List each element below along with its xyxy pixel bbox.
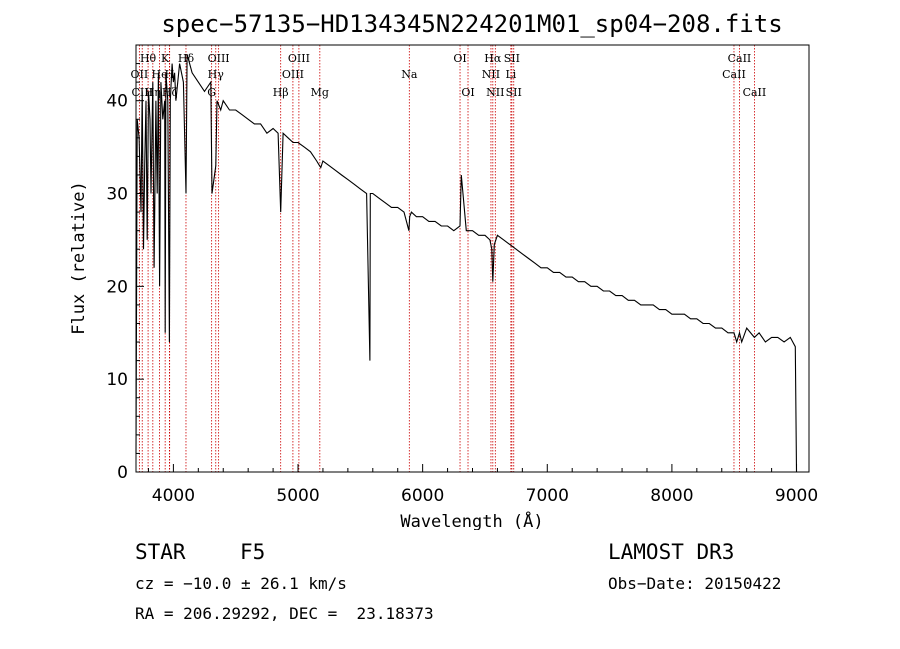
line-label: Hθ xyxy=(140,52,157,65)
line-label: NII xyxy=(486,86,504,99)
spectrum-line xyxy=(135,54,798,473)
y-tick-label: 40 xyxy=(106,92,128,112)
line-label: SII xyxy=(504,52,520,65)
observation-date: Obs−Date: 20150422 xyxy=(608,574,782,593)
spectral-subclass: F5 xyxy=(240,540,266,564)
line-label: Na xyxy=(401,68,418,81)
line-label: Hδ xyxy=(178,52,195,65)
x-tick-label: 9000 xyxy=(775,486,818,506)
x-tick-label: 5000 xyxy=(276,486,319,506)
line-label: H xyxy=(165,68,175,81)
line-label: Li xyxy=(505,68,516,81)
line-label: Hγ xyxy=(208,68,225,81)
chart-title: spec−57135−HD134345N224201M01_sp04−208.f… xyxy=(161,10,782,38)
line-label: He xyxy=(152,68,168,81)
object-class: STAR xyxy=(135,540,186,564)
y-tick-label: 0 xyxy=(117,463,128,483)
line-label: OIII xyxy=(282,68,304,81)
line-markers xyxy=(138,45,755,472)
y-axis: 0 10 20 30 40 xyxy=(106,63,144,483)
line-label: OIII xyxy=(208,52,230,65)
line-label: CaII xyxy=(743,86,767,99)
line-label: K xyxy=(161,52,170,65)
line-label: Hβ xyxy=(273,86,289,99)
survey-name: LAMOST DR3 xyxy=(608,540,735,564)
x-axis-label: Wavelength (Å) xyxy=(400,510,543,530)
line-label: Hα xyxy=(484,52,502,65)
line-label: OIII xyxy=(288,52,310,65)
line-label: NII xyxy=(482,68,500,81)
line-label: SII xyxy=(506,86,522,99)
ra-dec: RA = 206.29292, DEC = 23.18373 xyxy=(135,604,434,623)
x-tick-label: 4000 xyxy=(152,486,195,506)
line-label: Mg xyxy=(311,86,329,99)
x-axis: 4000 5000 6000 7000 8000 9000 xyxy=(147,464,818,506)
line-label: CaII xyxy=(728,52,752,65)
redshift-cz: cz = −10.0 ± 26.1 km/s xyxy=(135,574,347,593)
y-tick-label: 10 xyxy=(106,370,128,390)
line-label: OI xyxy=(461,86,474,99)
line-label: OI xyxy=(453,52,466,65)
line-label: G xyxy=(207,86,216,99)
x-tick-label: 8000 xyxy=(650,486,693,506)
y-tick-label: 20 xyxy=(106,277,128,297)
line-label: OII xyxy=(131,68,149,81)
line-label: CaII xyxy=(722,68,746,81)
y-tick-label: 30 xyxy=(106,185,128,205)
x-tick-label: 7000 xyxy=(526,486,569,506)
y-axis-label: Flux (relative) xyxy=(69,181,89,335)
x-tick-label: 6000 xyxy=(401,486,444,506)
spectrum-chart: spec−57135−HD134345N224201M01_sp04−208.f… xyxy=(69,10,818,530)
plot-frame xyxy=(135,44,810,473)
